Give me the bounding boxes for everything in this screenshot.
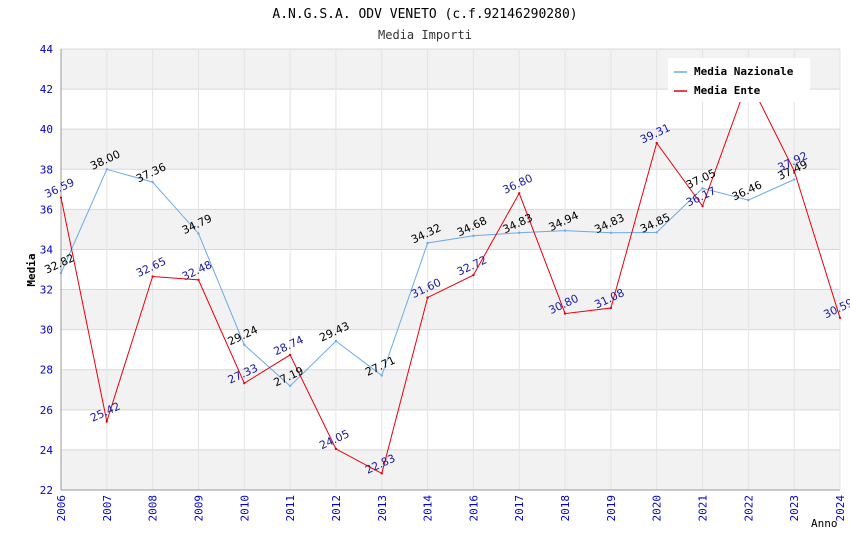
data-point-media-nazionale: [243, 343, 246, 347]
chart-subtitle: Media Importi: [378, 28, 472, 42]
grid-band: [61, 209, 840, 250]
x-tick-label: 2007: [101, 495, 114, 522]
y-tick-label: 40: [40, 123, 53, 136]
data-point-media-nazionale: [747, 198, 750, 202]
data-point-media-ente: [655, 141, 658, 145]
y-tick-label: 28: [40, 364, 53, 377]
y-tick-label: 34: [40, 243, 54, 256]
data-point-media-nazionale: [288, 384, 292, 388]
data-point-media-ente: [334, 447, 338, 451]
data-point-media-nazionale: [59, 271, 63, 275]
data-point-media-nazionale: [105, 168, 109, 171]
y-tick-label: 36: [40, 203, 53, 216]
data-point-media-ente: [701, 204, 704, 208]
data-point-media-nazionale: [655, 231, 658, 234]
data-point-media-ente: [197, 278, 200, 282]
data-point-media-ente: [288, 353, 292, 357]
data-point-media-ente: [838, 316, 842, 320]
data-labels: 32.8238.0037.3634.7929.2427.1929.4327.71…: [42, 58, 850, 477]
data-point-media-ente: [380, 472, 383, 475]
data-point-media-nazionale: [380, 374, 383, 377]
x-tick-label: 2017: [513, 495, 526, 522]
series-line-media-ente: [60, 78, 841, 475]
data-point-media-ente: [243, 381, 246, 385]
y-tick-label: 26: [40, 404, 53, 417]
grid-band: [61, 129, 840, 170]
y-tick-label: 30: [40, 324, 53, 337]
x-tick-label: 2022: [742, 495, 755, 522]
chart-title: A.N.G.S.A. ODV VENETO (c.f.92146290280): [272, 7, 577, 22]
data-label-media-ente: 36.59: [42, 176, 76, 201]
plot-background: [61, 49, 840, 490]
data-label-media-ente: 36.80: [501, 172, 535, 197]
x-axis-label: Anno: [811, 517, 838, 530]
data-point-media-nazionale: [563, 229, 567, 232]
legend-label-media-nazionale: Media Nazionale: [694, 65, 794, 78]
x-tick-label: 2019: [605, 495, 618, 522]
data-label-media-ente: 32.72: [455, 253, 489, 278]
x-tick-label: 2012: [330, 495, 343, 522]
y-tick-label: 42: [40, 83, 53, 96]
data-label-media-ente: 32.65: [134, 255, 168, 280]
y-tick-label: 44: [40, 43, 54, 56]
axes: [60, 49, 840, 491]
series-lines: [59, 78, 842, 475]
x-tick-label: 2010: [238, 495, 251, 522]
y-axis-label: Media: [25, 253, 38, 286]
x-tick-label: 2008: [147, 495, 160, 522]
data-point-media-ente: [563, 312, 567, 315]
y-tick-labels: 22 24 26 28 30 32 34 36 38 40 42 44: [40, 43, 54, 497]
data-point-media-ente: [426, 296, 429, 299]
grid-band: [61, 449, 840, 490]
data-point-media-nazionale: [151, 180, 154, 184]
y-tick-label: 22: [40, 484, 53, 497]
x-tick-label: 2009: [192, 495, 205, 522]
data-point-media-nazionale: [426, 241, 429, 245]
x-tick-label: 2016: [467, 495, 480, 522]
x-tick-labels: 2006 2007 2008 2009 2010 2011 2012 2013 2014 2016…: [55, 495, 847, 522]
y-tick-label: 24: [40, 444, 54, 457]
data-point-media-nazionale: [792, 178, 796, 181]
data-point-media-ente: [518, 192, 521, 195]
y-tick-label: 32: [40, 284, 53, 297]
data-point-media-nazionale: [197, 232, 200, 235]
x-tick-label: 2013: [376, 495, 389, 522]
grid-lines: [60, 48, 841, 491]
legend: Media Nazionale Media Ente: [668, 58, 810, 102]
data-point-media-nazionale: [518, 231, 521, 235]
legend-label-media-ente: Media Ente: [694, 84, 761, 97]
data-label-media-ente: 28.74: [272, 333, 306, 358]
data-point-media-nazionale: [609, 231, 613, 235]
data-point-media-nazionale: [701, 187, 704, 190]
data-point-media-nazionale: [472, 234, 475, 238]
data-point-media-ente: [59, 196, 63, 199]
grid-band: [61, 369, 840, 410]
legend-box: [668, 58, 810, 102]
data-point-media-ente: [792, 169, 796, 173]
data-label-media-ente: 24.05: [317, 427, 351, 452]
x-tick-label: 2021: [697, 495, 710, 522]
y-tick-label: 38: [40, 163, 53, 176]
x-tick-label: 2014: [422, 495, 435, 522]
x-tick-label: 2023: [788, 495, 801, 522]
x-tick-label: 2011: [284, 495, 297, 522]
x-tick-label: 2006: [55, 495, 68, 522]
data-point-media-ente: [151, 275, 154, 278]
data-point-media-ente: [609, 306, 613, 310]
x-tick-label: 2020: [651, 495, 664, 522]
x-tick-label: 2018: [559, 495, 572, 522]
grid-band: [61, 289, 840, 330]
data-point-media-ente: [105, 420, 109, 423]
data-point-media-nazionale: [334, 339, 338, 343]
data-point-media-ente: [472, 273, 475, 277]
x-tick-label: 2024: [834, 495, 847, 522]
